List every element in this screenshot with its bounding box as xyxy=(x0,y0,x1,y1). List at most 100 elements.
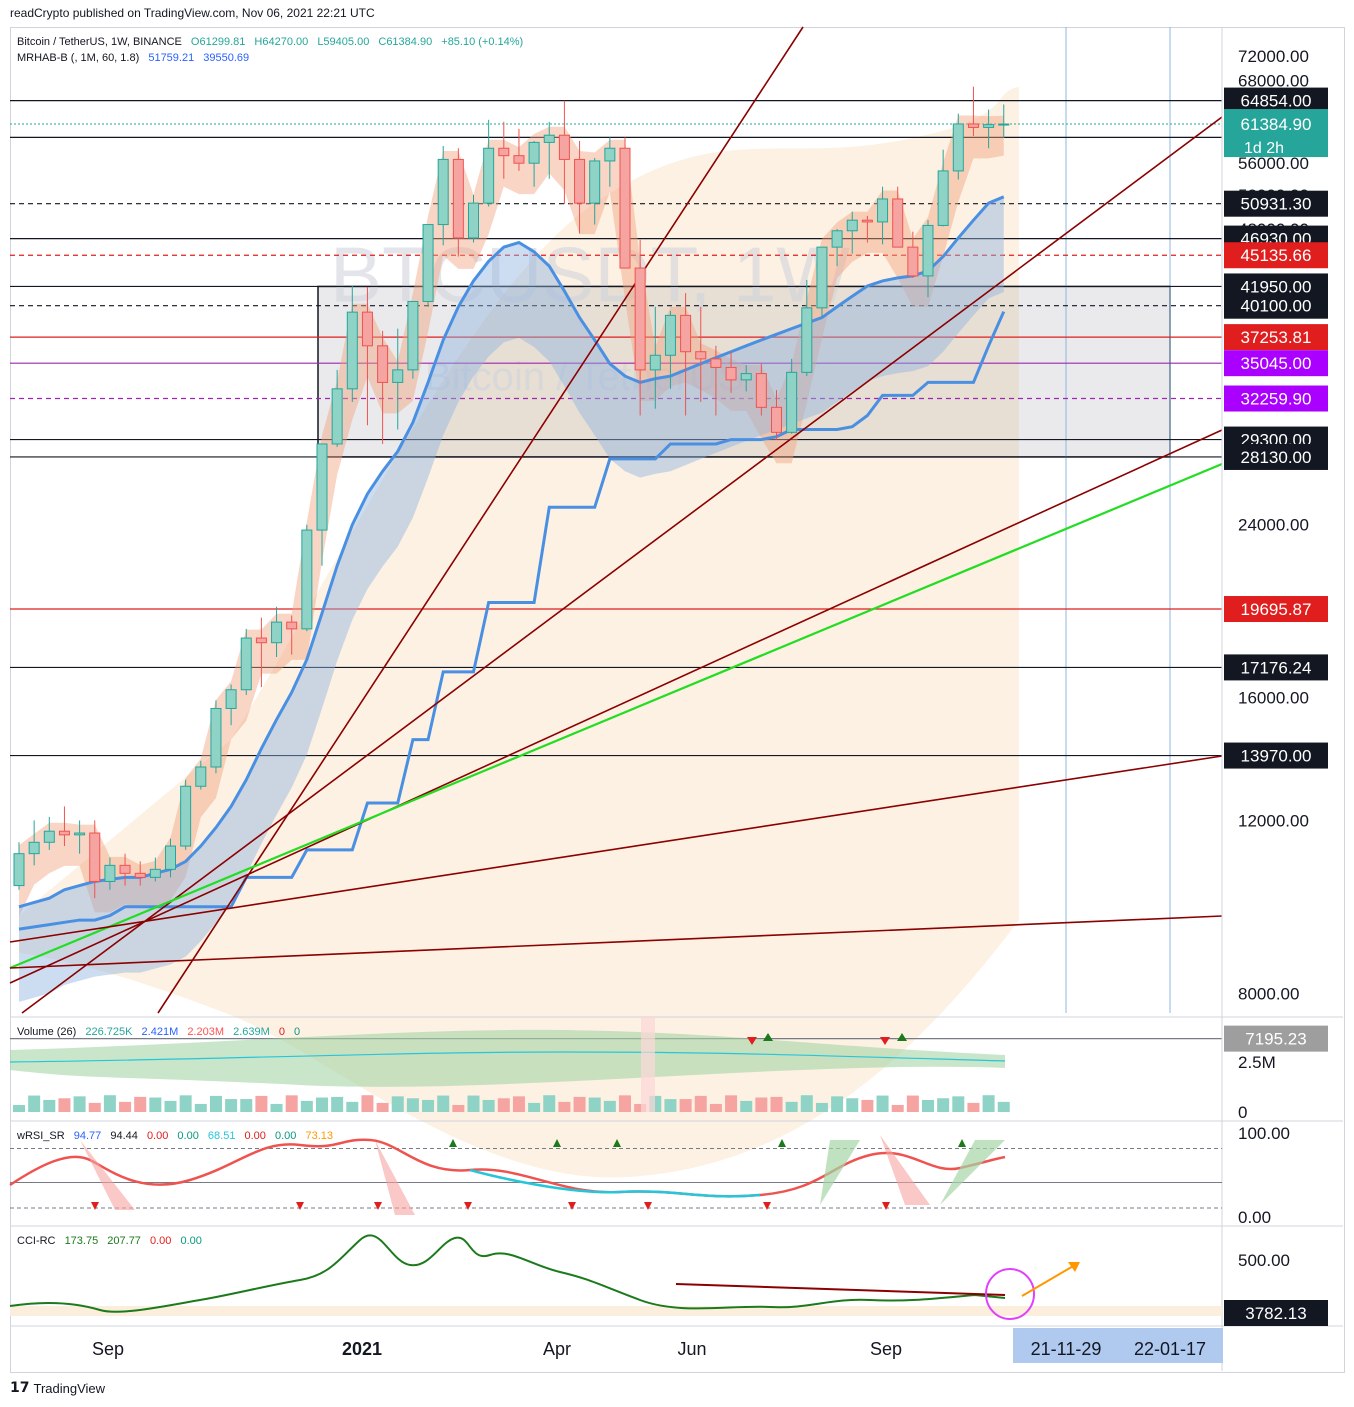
candle-body xyxy=(43,830,55,843)
cci-line xyxy=(9,1234,1006,1313)
cci-value-3: 0.00 xyxy=(150,1235,172,1247)
volume-bar xyxy=(967,1102,980,1112)
volume-bar xyxy=(134,1096,147,1112)
volume-bar xyxy=(634,1103,647,1112)
sell-arrow-icon xyxy=(296,1202,304,1210)
volume-bar xyxy=(285,1095,298,1112)
volume-bar xyxy=(452,1104,465,1112)
candle-body xyxy=(664,314,676,356)
trendline-middle xyxy=(9,429,1223,984)
candle-body xyxy=(967,123,979,128)
volume-label: Volume (26) xyxy=(17,1026,77,1038)
price-level-badge xyxy=(1224,324,1328,351)
wrsi-green-zone xyxy=(940,1140,1005,1205)
candle-body xyxy=(180,785,192,847)
candle-body xyxy=(210,707,222,768)
price-level-badge xyxy=(1224,350,1328,377)
candle-body xyxy=(483,147,495,204)
candle-body xyxy=(649,354,661,371)
volume-bar xyxy=(891,1104,904,1112)
candle-body xyxy=(407,300,419,371)
volume-bar xyxy=(558,1101,571,1112)
candle-body xyxy=(604,147,616,162)
volume-bar xyxy=(422,1099,435,1112)
publish-line: readCrypto published on TradingView.com,… xyxy=(10,6,375,20)
volume-bar xyxy=(88,1102,101,1112)
volume-bar xyxy=(922,1099,934,1112)
price-level-badge xyxy=(1224,242,1328,269)
mrhab-label: MRHAB-B (, 1M, 60, 1.8) xyxy=(17,52,140,64)
price-level-value: 45135.66 xyxy=(1241,246,1312,265)
wrsi-axis-tick: 100.00 xyxy=(1238,1124,1290,1143)
candle-body xyxy=(149,868,161,878)
footer-brand: TradingView xyxy=(33,1380,106,1396)
mrhab-legend: MRHAB-B (, 1M, 60, 1.8) 51759.21 39550.6… xyxy=(17,52,255,64)
volume-bar xyxy=(906,1095,919,1112)
candle-body xyxy=(498,147,510,157)
volume-bar xyxy=(240,1099,253,1112)
price-level-value: 41950.00 xyxy=(1241,277,1312,296)
candle-body xyxy=(13,853,25,887)
envelope-cloud xyxy=(19,86,1019,1178)
wrsi-value-6: 0.00 xyxy=(244,1130,266,1142)
legend-close: C61384.90 xyxy=(378,36,433,48)
main-legend: Bitcoin / TetherUS, 1W, BINANCE O61299.8… xyxy=(17,36,529,48)
volume-bar xyxy=(603,1100,616,1112)
candle-body xyxy=(361,311,373,347)
volume-legend: Volume (26) 226.725K 2.421M 2.203M 2.639… xyxy=(17,1026,306,1038)
price-level-value: 19695.87 xyxy=(1241,600,1312,619)
legend-change: +85.10 (+0.14%) xyxy=(441,36,524,48)
volume-ma-line xyxy=(9,1051,1006,1063)
candle-body xyxy=(983,124,995,128)
volume-bar xyxy=(209,1095,222,1112)
time-highlight-label: 21-11-29 xyxy=(1031,1339,1102,1359)
candle-body xyxy=(437,158,449,226)
candle-body xyxy=(301,529,313,630)
volume-bar xyxy=(512,1096,525,1112)
candle-body xyxy=(952,123,964,172)
volume-bar xyxy=(982,1095,995,1112)
candle-body xyxy=(816,246,828,309)
watermark-name: Bitcoin / TetherUS xyxy=(425,355,744,399)
candle-body xyxy=(695,351,707,360)
candle-body xyxy=(240,637,252,691)
candle-body xyxy=(755,373,767,408)
volume-bar xyxy=(316,1097,328,1112)
volume-value-5: 0 xyxy=(278,1026,285,1038)
candle-body xyxy=(786,371,798,433)
buy-arrow-icon xyxy=(613,1139,621,1147)
price-level-badge xyxy=(1224,1300,1328,1326)
price-axis-tick: 24000.00 xyxy=(1238,516,1309,535)
price-axis-tick: 72000.00 xyxy=(1238,47,1309,66)
candle-body xyxy=(710,358,722,368)
candle-body xyxy=(195,766,207,787)
mrhab-upper-line xyxy=(18,195,1005,909)
sell-arrow-icon xyxy=(568,1202,576,1210)
price-level-badge xyxy=(1224,443,1328,470)
volume-bar xyxy=(664,1099,677,1112)
volume-bar xyxy=(528,1102,541,1112)
price-level-badge xyxy=(1224,292,1328,319)
last-price-value: 61384.90 xyxy=(1241,115,1312,134)
wrsi-green-zone xyxy=(820,1140,860,1205)
price-axis-tick: 8000.00 xyxy=(1238,984,1299,1003)
volume-bar xyxy=(815,1102,828,1112)
mrhab-value-1: 51759.21 xyxy=(148,52,195,64)
volume-bar xyxy=(497,1098,510,1112)
candle-body xyxy=(831,230,843,248)
time-axis-label: Sep xyxy=(870,1339,902,1359)
trendline-base xyxy=(9,915,1223,969)
candle-body xyxy=(225,689,237,709)
volume-bar xyxy=(876,1095,889,1112)
price-level-badge xyxy=(1224,742,1328,769)
volume-value-6: 0 xyxy=(294,1026,301,1038)
footer: 17 TradingView xyxy=(10,1380,105,1396)
volume-bar xyxy=(694,1095,707,1112)
volume-bar xyxy=(225,1099,238,1112)
cci-divergence-line xyxy=(675,1283,1006,1296)
last-price-badge xyxy=(1224,109,1328,158)
candle-body xyxy=(452,158,464,239)
volume-bar xyxy=(800,1095,813,1112)
price-level-value: 32259.90 xyxy=(1241,390,1312,409)
